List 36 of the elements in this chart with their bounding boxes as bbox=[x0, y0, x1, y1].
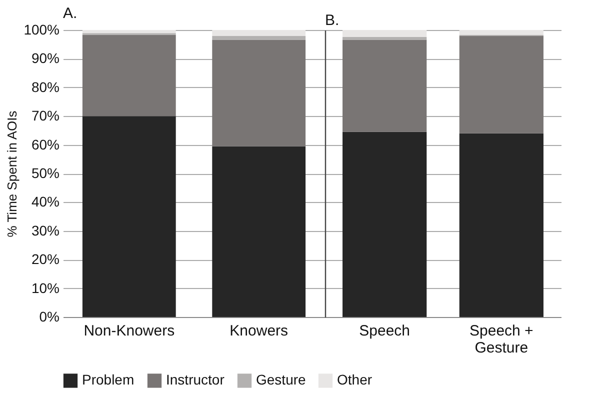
y-axis-title: % Time Spent in AOIs bbox=[4, 110, 20, 238]
legend-label: Problem bbox=[82, 372, 134, 388]
y-tick-label: 0% bbox=[39, 308, 60, 324]
x-tick-label: Non-Knowers bbox=[84, 322, 175, 340]
bar bbox=[342, 36, 427, 40]
bar bbox=[459, 133, 544, 317]
bar bbox=[212, 36, 306, 40]
bar bbox=[82, 30, 176, 34]
legend-label: Instructor bbox=[166, 372, 225, 388]
y-tick-label: 80% bbox=[31, 78, 60, 95]
legend-label: Other bbox=[337, 372, 372, 388]
bar bbox=[342, 30, 427, 37]
bar bbox=[342, 132, 427, 317]
legend-label: Gesture bbox=[256, 372, 306, 388]
y-tick-label: 40% bbox=[31, 194, 60, 210]
y-tick-label: 70% bbox=[31, 108, 60, 124]
bar bbox=[212, 30, 306, 36]
x-tick-label: Speech bbox=[359, 322, 410, 340]
y-tick-label: 60% bbox=[31, 136, 60, 152]
bar bbox=[82, 116, 176, 317]
y-tick-label: 20% bbox=[31, 251, 60, 268]
y-tick-label: 50% bbox=[31, 165, 60, 181]
x-tick-label: Speech + Gesture bbox=[470, 322, 534, 356]
y-tick-label: 10% bbox=[31, 280, 60, 296]
x-tick-label: Knowers bbox=[230, 322, 288, 340]
bar bbox=[459, 36, 544, 134]
chart-title: B. bbox=[325, 12, 340, 29]
chart-title: A. bbox=[63, 5, 78, 22]
y-tick-label: 30% bbox=[31, 222, 60, 238]
y-tick-label: 100% bbox=[24, 22, 60, 38]
bar bbox=[212, 40, 306, 146]
bar bbox=[342, 40, 427, 132]
bar bbox=[459, 30, 544, 35]
bar bbox=[82, 34, 176, 116]
bar bbox=[212, 146, 306, 317]
y-tick-label: 90% bbox=[31, 50, 60, 66]
